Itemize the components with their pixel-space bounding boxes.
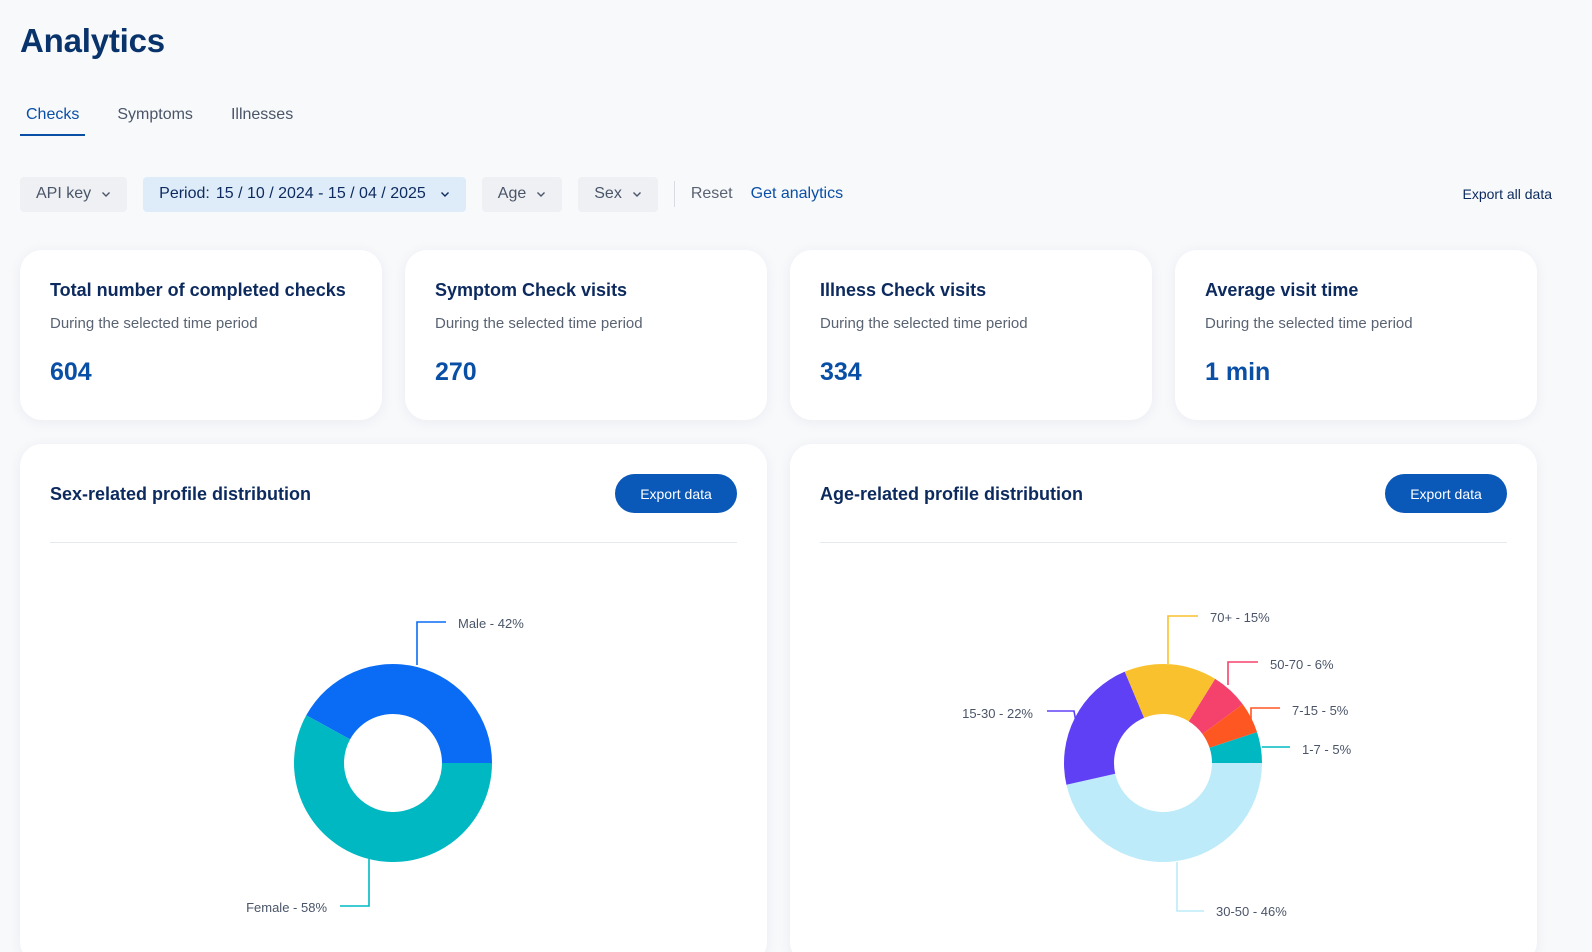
stat-value: 270 bbox=[435, 358, 477, 386]
period-dropdown[interactable]: Period: 15 / 10 / 2024 - 15 / 04 / 2025 bbox=[143, 176, 466, 212]
reset-link[interactable]: Reset bbox=[690, 185, 733, 202]
api-key-dropdown[interactable]: API key bbox=[20, 176, 128, 212]
slice-label-30-50: 30-50 - 46% bbox=[1216, 904, 1287, 919]
stat-card-illness-check-visits: Illness Check visits During the selected… bbox=[790, 250, 1152, 420]
donut-slice-female bbox=[294, 715, 492, 862]
leader-line-50-70 bbox=[1227, 661, 1258, 685]
get-analytics-link[interactable]: Get analytics bbox=[750, 185, 844, 202]
donut-hole bbox=[344, 714, 442, 812]
stat-subtitle: During the selected time period bbox=[820, 315, 1028, 332]
stat-card-symptom-check-visits: Symptom Check visits During the selected… bbox=[405, 250, 767, 420]
sex-donut-chart: Male - 42% Female - 58% bbox=[246, 616, 524, 915]
slice-label-7-15: 7-15 - 5% bbox=[1292, 703, 1349, 718]
leader-line-7-15 bbox=[1250, 707, 1280, 722]
leader-line-30-50 bbox=[1176, 862, 1204, 912]
sex-dropdown[interactable]: Sex bbox=[578, 176, 658, 212]
slice-label-female: Female - 58% bbox=[246, 900, 327, 915]
chevron-down-icon bbox=[632, 192, 641, 197]
tab-checks[interactable]: Checks bbox=[20, 106, 86, 136]
page-title: Analytics bbox=[20, 22, 165, 59]
filter-bar: API key Period: 15 / 10 / 2024 - 15 / 04… bbox=[20, 176, 1552, 212]
leader-line-male bbox=[416, 621, 446, 665]
donut-slice-7-15 bbox=[1202, 704, 1258, 748]
stat-value: 1 min bbox=[1205, 358, 1271, 386]
tab-illnesses[interactable]: Illnesses bbox=[230, 106, 294, 123]
donut-slice-30-50 bbox=[1066, 763, 1262, 862]
sex-label: Sex bbox=[594, 185, 622, 202]
donut-slice-male bbox=[306, 664, 492, 763]
stat-subtitle: During the selected time period bbox=[50, 315, 258, 332]
age-dropdown[interactable]: Age bbox=[481, 176, 563, 212]
leader-line-female bbox=[340, 859, 370, 907]
chevron-down-icon bbox=[537, 192, 546, 197]
chevron-down-icon bbox=[102, 192, 111, 197]
donut-slice-1-7 bbox=[1209, 732, 1262, 763]
donut-slice-70plus bbox=[1124, 664, 1216, 722]
slice-label-70plus: 70+ - 15% bbox=[1210, 610, 1270, 625]
export-all-data-link[interactable]: Export all data bbox=[1462, 186, 1553, 202]
export-data-button[interactable]: Export data bbox=[615, 474, 737, 513]
stat-value: 604 bbox=[50, 358, 92, 386]
slice-label-male: Male - 42% bbox=[458, 616, 524, 631]
export-data-button[interactable]: Export data bbox=[1385, 474, 1507, 513]
chart-title: Age-related profile distribution bbox=[820, 484, 1084, 504]
age-label: Age bbox=[497, 185, 527, 202]
tab-bar: Checks Symptoms Illnesses bbox=[20, 106, 325, 136]
slice-label-15-30: 15-30 - 22% bbox=[962, 706, 1033, 721]
stat-title: Symptom Check visits bbox=[435, 280, 628, 300]
stat-subtitle: During the selected time period bbox=[1205, 315, 1413, 332]
chevron-down-icon bbox=[440, 192, 449, 197]
slice-label-50-70: 50-70 - 6% bbox=[1270, 657, 1334, 672]
stat-card-average-visit-time: Average visit time During the selected t… bbox=[1175, 250, 1537, 420]
age-donut-chart: 30-50 - 46% 15-30 - 22% 70+ - 15% 50-70 - 6… bbox=[962, 610, 1352, 919]
chart-divider bbox=[820, 542, 1507, 543]
donut-slice-15-30 bbox=[1064, 671, 1145, 785]
age-distribution-card: Age-related profile distribution Export … bbox=[790, 444, 1537, 952]
stat-value: 334 bbox=[820, 358, 862, 386]
stat-title: Average visit time bbox=[1205, 280, 1359, 300]
leader-line-70plus bbox=[1167, 615, 1198, 664]
chart-divider bbox=[50, 542, 737, 543]
period-label: Period: bbox=[159, 185, 210, 202]
api-key-label: API key bbox=[36, 185, 92, 202]
donut-slice-50-70 bbox=[1188, 678, 1243, 734]
stat-subtitle: During the selected time period bbox=[435, 315, 643, 332]
stat-title: Total number of completed checks bbox=[50, 280, 346, 300]
tab-symptoms[interactable]: Symptoms bbox=[117, 106, 193, 123]
slice-label-1-7: 1-7 - 5% bbox=[1302, 742, 1352, 757]
stat-card-total-checks: Total number of completed checks During … bbox=[20, 250, 382, 420]
filter-divider bbox=[673, 181, 675, 207]
leader-line-15-30 bbox=[1047, 710, 1077, 723]
period-value: 15 / 10 / 2024 - 15 / 04 / 2025 bbox=[215, 185, 426, 202]
sex-distribution-card: Sex-related profile distribution Export … bbox=[20, 444, 767, 952]
stat-title: Illness Check visits bbox=[820, 280, 987, 300]
donut-hole bbox=[1114, 714, 1212, 812]
chart-title: Sex-related profile distribution bbox=[50, 484, 312, 504]
